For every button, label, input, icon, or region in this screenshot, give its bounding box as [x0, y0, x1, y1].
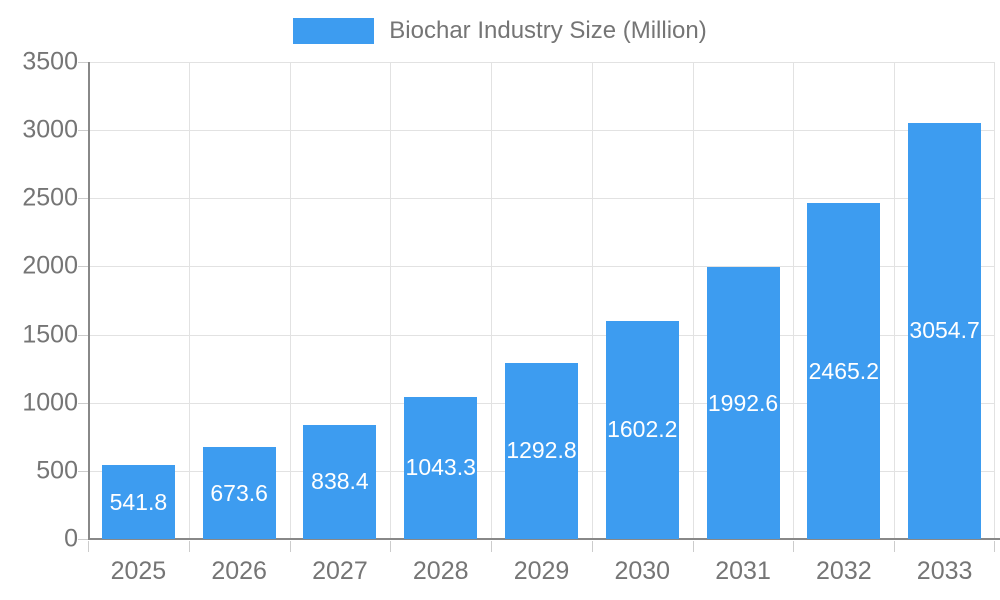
x-axis-tick [491, 541, 493, 552]
y-axis-tick [78, 198, 88, 200]
y-tick-label: 1000 [22, 388, 78, 417]
y-tick-label: 0 [64, 524, 78, 553]
bar-2030[interactable]: 1602.2 [605, 320, 679, 539]
bar-2033[interactable]: 3054.7 [908, 122, 982, 539]
bar-2031[interactable]: 1992.6 [706, 267, 780, 539]
v-gridline [591, 62, 593, 539]
y-axis-tick [78, 334, 88, 336]
v-gridline [894, 62, 896, 539]
x-axis-labels: 2025 2026 2027 2028 2029 2030 2031 2032 2033 [88, 556, 995, 588]
legend-label: Biochar Industry Size (Million) [389, 17, 707, 44]
bar-2028[interactable]: 1043.3 [404, 396, 478, 539]
x-tick-label: 2027 [312, 557, 368, 585]
h-gridline [88, 62, 995, 63]
v-gridline [390, 62, 392, 539]
bar-value-label: 1292.8 [506, 437, 577, 464]
x-tick-label: 2026 [211, 557, 267, 585]
x-axis-line [88, 538, 1000, 540]
h-gridline [88, 198, 995, 200]
x-axis-tick [591, 541, 593, 552]
y-tick-label: 2000 [22, 251, 78, 280]
x-axis-tick [390, 541, 392, 552]
x-tick-label: 2030 [614, 557, 671, 585]
bar-value-label: 1602.2 [607, 416, 678, 443]
y-tick-label: 2500 [22, 183, 78, 212]
x-tick-label: 2028 [412, 557, 469, 585]
x-axis-tick [793, 541, 795, 552]
legend-swatch-icon [293, 18, 375, 44]
y-axis-tick [78, 402, 88, 404]
y-tick-label: 3000 [22, 115, 78, 144]
x-tick-label: 2025 [110, 557, 167, 585]
v-gridline [491, 62, 493, 539]
x-tick-label: 2032 [816, 557, 872, 585]
y-axis-line [88, 62, 90, 539]
y-axis-tick [78, 266, 88, 268]
bar-value-label: 2465.2 [808, 357, 879, 384]
bar-value-label: 3054.7 [909, 317, 980, 344]
bar-2026[interactable]: 673.6 [202, 447, 276, 539]
bar-2032[interactable]: 2465.2 [807, 203, 881, 539]
x-axis-tick [994, 541, 995, 552]
bar-value-label: 1043.3 [405, 454, 476, 481]
bar-2027[interactable]: 838.4 [303, 424, 377, 539]
bar-2029[interactable]: 1292.8 [505, 362, 578, 539]
y-tick-label: 3500 [22, 47, 78, 76]
bar-value-label: 1992.6 [707, 389, 779, 416]
y-tick-label: 500 [36, 456, 78, 485]
chart-legend[interactable]: Biochar Industry Size (Million) [0, 14, 1000, 48]
v-gridline [793, 62, 795, 539]
x-axis-tick [894, 541, 896, 552]
plot-area: 541.8 673.6 838.4 1043.3 1292.8 1602.2 1992.6 2… [78, 62, 1000, 552]
bar-value-label: 673.6 [210, 479, 268, 506]
h-gridline [88, 130, 995, 132]
v-gridline [994, 62, 995, 539]
y-axis-tick [78, 470, 88, 472]
y-axis-tick [78, 539, 88, 540]
x-axis-tick [88, 541, 89, 552]
bar-2025[interactable]: 541.8 [101, 465, 175, 539]
x-axis-tick [289, 541, 291, 552]
h-gridline [88, 266, 995, 268]
x-tick-label: 2031 [715, 557, 771, 585]
y-axis-labels: 0 500 1000 1500 2000 2500 3000 3500 [0, 48, 78, 553]
y-axis-tick [78, 62, 88, 63]
v-gridline [188, 62, 190, 539]
x-axis-tick [188, 541, 190, 552]
v-gridline [692, 62, 694, 539]
h-gridline [88, 334, 995, 336]
v-gridline [289, 62, 291, 539]
bar-value-label: 838.4 [311, 468, 369, 495]
x-tick-label: 2029 [513, 557, 570, 585]
x-tick-label: 2033 [916, 557, 973, 585]
y-axis-tick [78, 130, 88, 132]
x-axis-tick [692, 541, 694, 552]
y-tick-label: 1500 [22, 320, 78, 349]
bar-value-label: 541.8 [109, 488, 168, 515]
